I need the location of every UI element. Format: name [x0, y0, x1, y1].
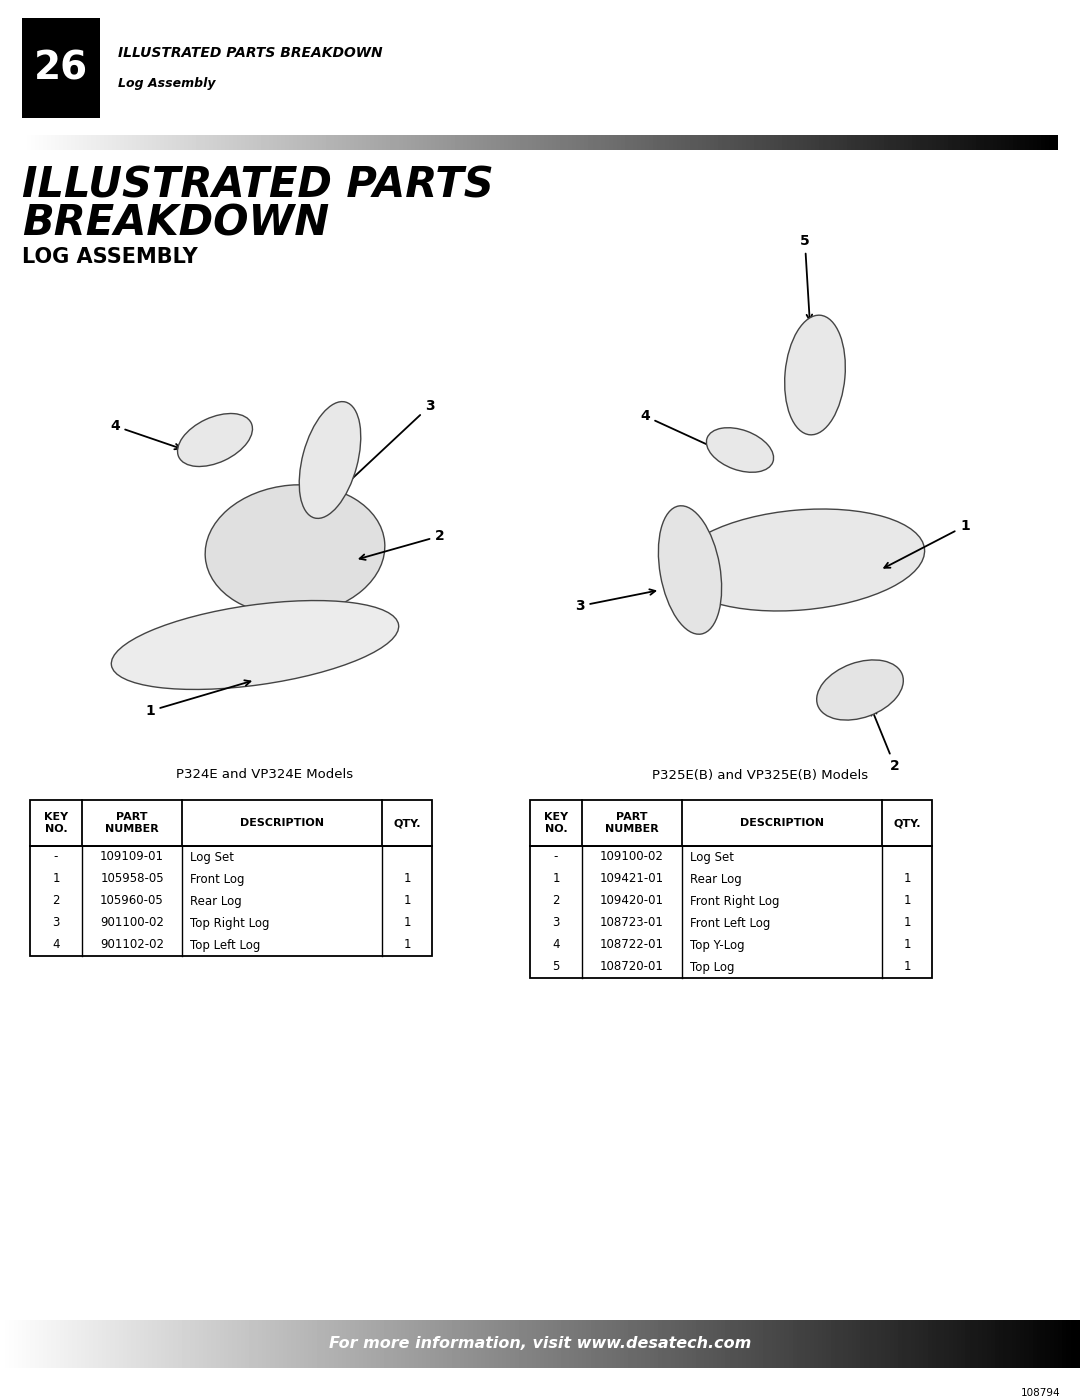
- Text: 1: 1: [903, 894, 910, 908]
- Ellipse shape: [659, 506, 721, 634]
- Text: Front Log: Front Log: [190, 873, 244, 886]
- Text: Rear Log: Rear Log: [190, 894, 242, 908]
- Text: Log Set: Log Set: [190, 851, 234, 863]
- Text: KEY
NO.: KEY NO.: [544, 812, 568, 834]
- Text: 1: 1: [903, 939, 910, 951]
- Text: Top Log: Top Log: [690, 961, 734, 974]
- Text: Log Set: Log Set: [690, 851, 734, 863]
- Ellipse shape: [706, 427, 773, 472]
- Text: 3: 3: [552, 916, 559, 929]
- Text: 1: 1: [403, 939, 410, 951]
- Text: 1: 1: [145, 680, 251, 718]
- Text: PART
NUMBER: PART NUMBER: [105, 812, 159, 834]
- Text: Top Left Log: Top Left Log: [190, 939, 260, 951]
- Ellipse shape: [111, 601, 399, 690]
- Text: 3: 3: [575, 590, 656, 613]
- Text: 2: 2: [360, 529, 445, 560]
- Text: For more information, visit www.desatech.com: For more information, visit www.desatech…: [329, 1337, 751, 1351]
- Text: LOG ASSEMBLY: LOG ASSEMBLY: [22, 247, 198, 267]
- Text: 109420-01: 109420-01: [600, 894, 664, 908]
- Text: Rear Log: Rear Log: [690, 873, 742, 886]
- Text: 1: 1: [403, 894, 410, 908]
- Text: 1: 1: [403, 916, 410, 929]
- Text: -: -: [54, 851, 58, 863]
- Text: P324E and VP324E Models: P324E and VP324E Models: [176, 768, 353, 781]
- Text: 4: 4: [640, 409, 726, 453]
- Text: 1: 1: [885, 520, 970, 567]
- Text: 26: 26: [33, 49, 89, 87]
- Text: 108723-01: 108723-01: [600, 916, 664, 929]
- Text: 5: 5: [800, 235, 812, 320]
- Text: 4: 4: [552, 939, 559, 951]
- Text: 4: 4: [110, 419, 180, 450]
- Text: Front Left Log: Front Left Log: [690, 916, 770, 929]
- Text: 2: 2: [872, 710, 900, 773]
- Text: Top Y-Log: Top Y-Log: [690, 939, 744, 951]
- Ellipse shape: [177, 414, 253, 467]
- Text: 1: 1: [52, 873, 59, 886]
- Text: P325E(B) and VP325E(B) Models: P325E(B) and VP325E(B) Models: [652, 768, 868, 781]
- Bar: [30, 800, 432, 847]
- Text: 1: 1: [403, 873, 410, 886]
- Text: 4: 4: [52, 939, 59, 951]
- Text: 108722-01: 108722-01: [600, 939, 664, 951]
- Text: 105960-05: 105960-05: [100, 894, 164, 908]
- Ellipse shape: [675, 509, 924, 610]
- Text: 105958-05: 105958-05: [100, 873, 164, 886]
- Text: 901102-02: 901102-02: [100, 939, 164, 951]
- Ellipse shape: [816, 659, 903, 719]
- Text: 1: 1: [903, 961, 910, 974]
- Text: QTY.: QTY.: [893, 819, 921, 828]
- Ellipse shape: [299, 401, 361, 518]
- Text: 5: 5: [552, 961, 559, 974]
- Text: 1: 1: [903, 873, 910, 886]
- Text: 109109-01: 109109-01: [100, 851, 164, 863]
- Bar: [530, 847, 932, 978]
- Text: ILLUSTRATED PARTS: ILLUSTRATED PARTS: [22, 165, 494, 207]
- Text: Top Right Log: Top Right Log: [190, 916, 270, 929]
- Text: 3: 3: [343, 400, 434, 486]
- Text: QTY.: QTY.: [393, 819, 421, 828]
- Text: DESCRIPTION: DESCRIPTION: [740, 819, 824, 828]
- Bar: [530, 800, 932, 847]
- Text: ILLUSTRATED PARTS BREAKDOWN: ILLUSTRATED PARTS BREAKDOWN: [118, 46, 382, 60]
- Text: 108794: 108794: [1021, 1389, 1059, 1397]
- Text: Log Assembly: Log Assembly: [118, 77, 216, 89]
- Text: 1: 1: [903, 916, 910, 929]
- Text: KEY
NO.: KEY NO.: [44, 812, 68, 834]
- Text: 109100-02: 109100-02: [600, 851, 664, 863]
- Text: 3: 3: [52, 916, 59, 929]
- Text: 2: 2: [52, 894, 59, 908]
- Text: 109421-01: 109421-01: [599, 873, 664, 886]
- Text: DESCRIPTION: DESCRIPTION: [240, 819, 324, 828]
- Text: 108720-01: 108720-01: [600, 961, 664, 974]
- Text: -: -: [554, 851, 558, 863]
- Text: Front Right Log: Front Right Log: [690, 894, 780, 908]
- Text: PART
NUMBER: PART NUMBER: [605, 812, 659, 834]
- Ellipse shape: [205, 485, 384, 615]
- Ellipse shape: [785, 316, 846, 434]
- Text: 1: 1: [552, 873, 559, 886]
- Text: BREAKDOWN: BREAKDOWN: [22, 203, 329, 244]
- Text: 901100-02: 901100-02: [100, 916, 164, 929]
- Bar: [22, 18, 100, 117]
- Text: 2: 2: [552, 894, 559, 908]
- Bar: [30, 847, 432, 956]
